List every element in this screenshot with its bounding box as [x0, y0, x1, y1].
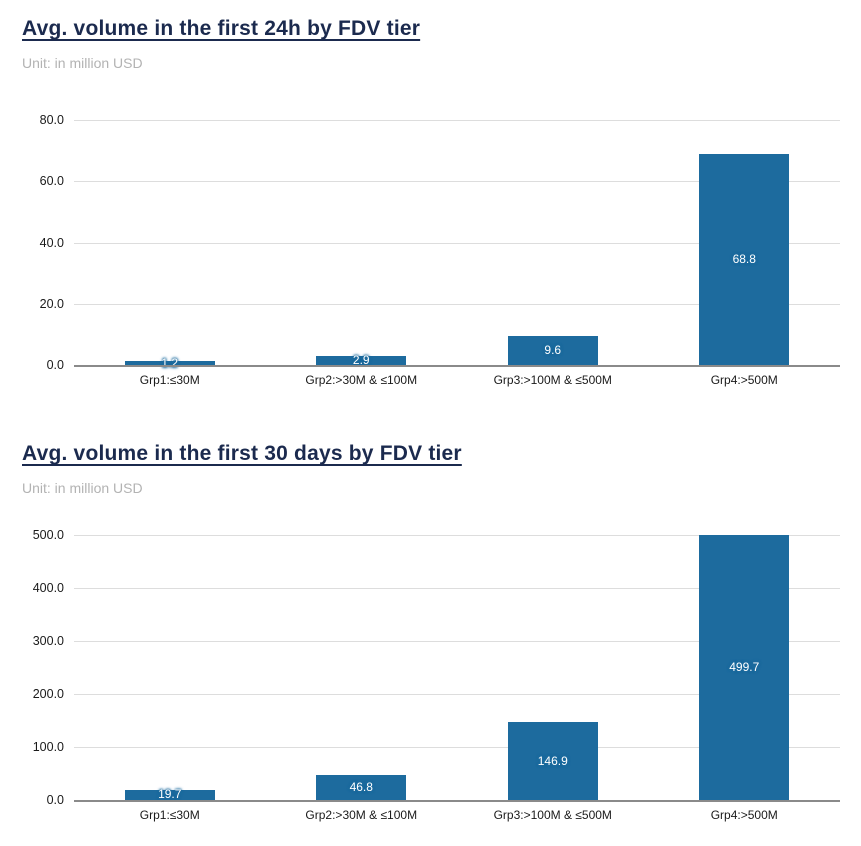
gridline: [74, 588, 840, 589]
gridline: [74, 181, 840, 183]
x-tick-label: Grp1:≤30M: [139, 808, 200, 822]
bar-columns: 19.7 46.8 146.9 499.7: [74, 535, 841, 802]
bar-value-label: 46.8: [349, 780, 373, 795]
y-tick-label: 200.0: [32, 687, 64, 701]
x-axis-labels: Grp1:≤30M Grp2:>30M & ≤100M Grp3:>100M & ≤…: [74, 373, 840, 387]
y-tick-label: 80.0: [39, 113, 64, 127]
bar-value-label: 68.8: [732, 252, 756, 267]
bar-columns: 1.2 2.9 9.6 68.8: [74, 120, 841, 369]
bar-column: 2.9: [266, 120, 458, 368]
plot-area: 500.0 400.0 300.0 200.0 100.0 0.0 19.7 46.8 146.…: [33, 528, 841, 807]
bar[interactable]: 2.9: [316, 353, 407, 368]
y-tick-label: 100.0: [32, 740, 64, 754]
bar-column: 19.7: [74, 535, 266, 802]
x-tick-label: Grp3:>100M & ≤500M: [493, 373, 612, 387]
bar-column: 146.9: [457, 535, 649, 800]
bar-column: 9.6: [457, 120, 649, 365]
x-tick-label: Grp3:>100M & ≤500M: [493, 808, 612, 822]
y-tick-label: 0.0: [46, 793, 64, 807]
bar[interactable]: 68.8: [699, 154, 790, 365]
y-tick-label: 40.0: [39, 235, 64, 250]
plot-area: 80.0 60.0 40.0 20.0 0.0 1.2 2.9 9.6 68.8: [40, 113, 841, 372]
chart-title-24h: Avg. volume in the first 24h by FDV tier: [22, 17, 421, 40]
chart-unit-subtitle: Unit: in million USD: [22, 55, 143, 71]
x-tick-label: Grp4:>500M: [710, 373, 778, 387]
bar-column: 46.8: [266, 535, 458, 800]
y-tick-label: 400.0: [32, 581, 64, 595]
bar-value-label: 1.2: [161, 355, 179, 370]
x-tick-label: Grp2:>30M & ≤100M: [305, 808, 418, 822]
gridline: [74, 120, 840, 121]
bar[interactable]: 499.7: [699, 535, 790, 800]
x-tick-label: Grp1:≤30M: [139, 373, 200, 387]
x-tick-label: Grp2:>30M & ≤100M: [305, 373, 418, 387]
bar-column: 499.7: [649, 535, 841, 800]
bar[interactable]: 46.8: [316, 775, 407, 800]
bar-value-label: 2.9: [352, 353, 370, 368]
bar[interactable]: 146.9: [507, 722, 598, 800]
bar-value-label: 9.6: [544, 342, 562, 357]
bar-value-label: 19.7: [158, 787, 182, 802]
gridline: [74, 303, 840, 305]
x-axis-line: [74, 365, 840, 367]
chart-block-24h: Avg. volume in the first 24h by FDV tier…: [22, 16, 840, 387]
report-page: Avg. volume in the first 24h by FDV tier…: [22, 16, 840, 822]
gridline: [74, 242, 840, 244]
gridline: [74, 641, 840, 642]
bar-value-label: 146.9: [537, 753, 568, 768]
y-tick-label: 300.0: [32, 634, 64, 648]
gridline: [74, 694, 840, 695]
bar-chart-24h: 80.0 60.0 40.0 20.0 0.0 1.2 2.9 9.6 68.8 Grp1:≤3…: [22, 113, 841, 387]
y-tick-label: 20.0: [39, 296, 64, 311]
bar-column: 1.2: [74, 120, 266, 369]
y-tick-label: 0.0: [46, 358, 64, 372]
bar-chart-30d: 500.0 400.0 300.0 200.0 100.0 0.0 19.7 46.8 146.…: [22, 528, 841, 822]
y-tick-label: 60.0: [39, 174, 64, 189]
bar-column: 68.8: [649, 120, 841, 365]
chart-block-30d: Avg. volume in the first 30 days by FDV …: [22, 441, 840, 822]
x-tick-label: Grp4:>500M: [710, 808, 778, 822]
x-axis-labels: Grp1:≤30M Grp2:>30M & ≤100M Grp3:>100M & ≤…: [74, 808, 840, 822]
chart-title-30d: Avg. volume in the first 30 days by FDV …: [22, 442, 462, 465]
bar[interactable]: 19.7: [124, 787, 215, 802]
gridline: [74, 535, 840, 536]
y-tick-label: 500.0: [32, 528, 64, 542]
x-axis-line: [74, 800, 840, 802]
bar[interactable]: 9.6: [507, 335, 598, 365]
bar-value-label: 499.7: [729, 660, 760, 675]
gridline: [74, 747, 840, 748]
chart-unit-subtitle: Unit: in million USD: [22, 480, 143, 496]
